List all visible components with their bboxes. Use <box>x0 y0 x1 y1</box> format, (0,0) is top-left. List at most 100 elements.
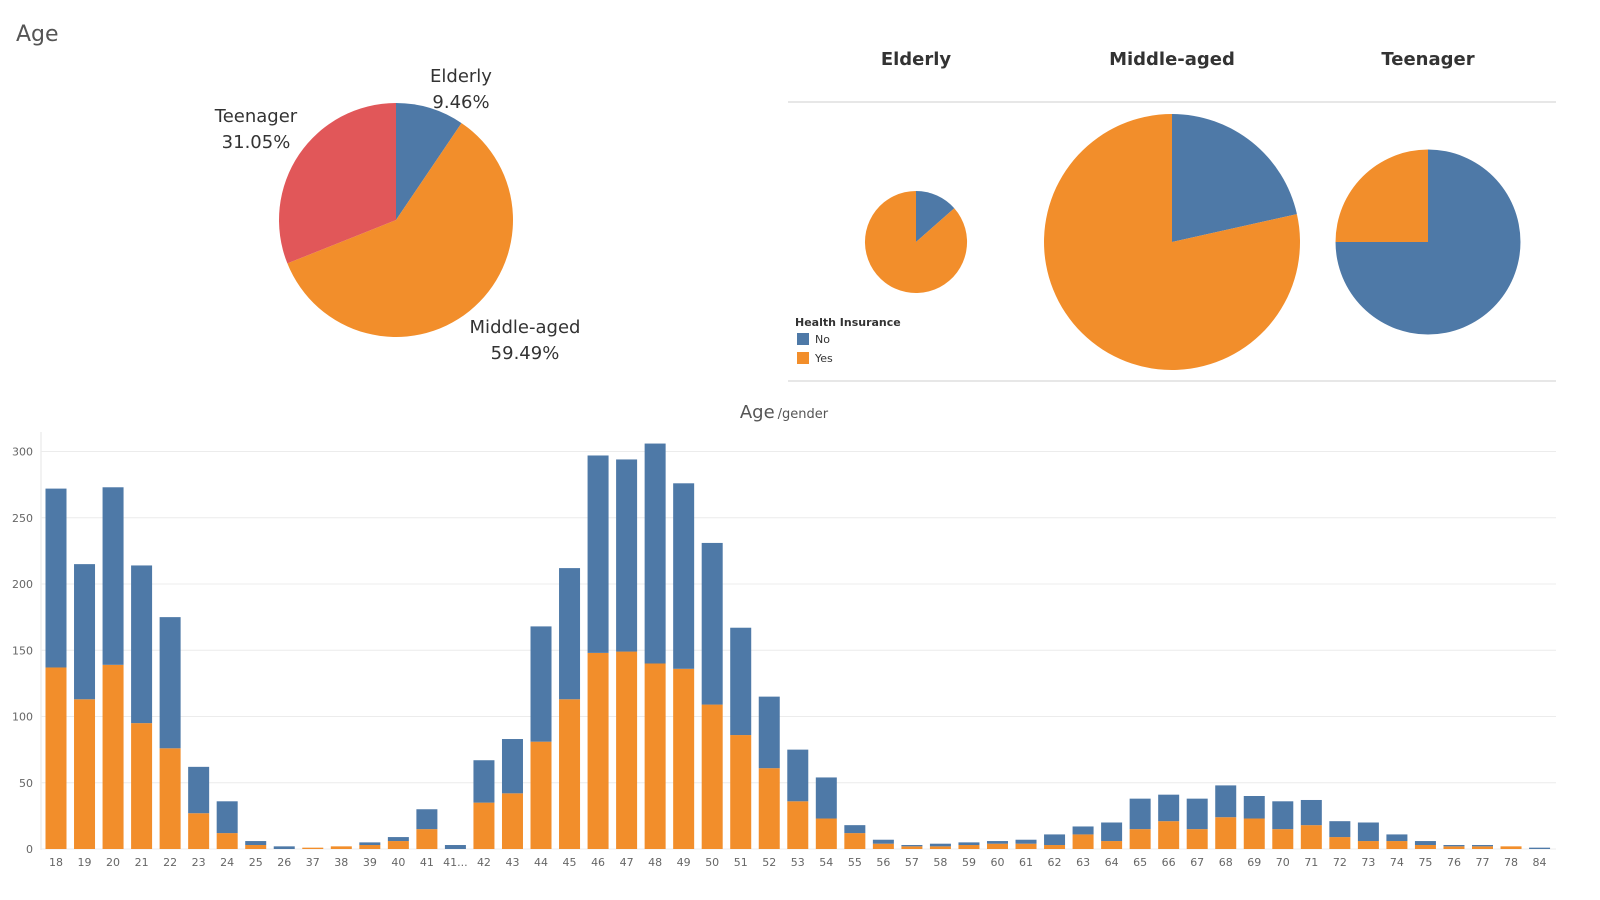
panel-slice-no-elderly <box>916 190 955 242</box>
bar-no-age-44 <box>530 626 552 742</box>
x-tick-label: 38 <box>334 856 348 869</box>
bar-no-age-61 <box>1015 839 1037 844</box>
x-tick-label: 62 <box>1048 856 1062 869</box>
x-tick-label: 60 <box>990 856 1004 869</box>
legend-label-yes: Yes <box>814 352 833 365</box>
bar-no-age-45 <box>559 568 581 700</box>
y-tick-label: 150 <box>12 644 33 657</box>
x-tick-label: 72 <box>1333 856 1347 869</box>
bar-no-age-55 <box>844 825 866 834</box>
bar-yes-age-51 <box>730 735 752 849</box>
x-tick-label: 78 <box>1504 856 1518 869</box>
x-tick-label: 20 <box>106 856 120 869</box>
x-tick-label: 58 <box>933 856 947 869</box>
bar-no-age-77 <box>1472 845 1493 847</box>
x-tick-label: 41 <box>420 856 434 869</box>
bar-no-age-39 <box>359 842 381 846</box>
bar-yes-age-39 <box>359 845 381 849</box>
bar-no-age-84 <box>1529 847 1551 849</box>
bar-no-age-41 <box>416 809 438 830</box>
bar-no-age-24 <box>216 801 238 834</box>
bar-yes-age-47 <box>616 651 638 849</box>
bar-no-age-49 <box>673 483 695 669</box>
x-tick-label: 75 <box>1418 856 1432 869</box>
x-tick-label: 67 <box>1190 856 1204 869</box>
bar-no-age-59 <box>958 842 980 846</box>
bar-no-age-69 <box>1243 796 1265 819</box>
bar-yes-age-64 <box>1101 841 1123 849</box>
x-tick-label: 48 <box>648 856 662 869</box>
x-tick-label: 49 <box>677 856 691 869</box>
x-tick-label: 61 <box>1019 856 1033 869</box>
bar-yes-age-74 <box>1386 841 1408 849</box>
x-tick-label: 47 <box>620 856 634 869</box>
bar-yes-age-58 <box>929 846 951 849</box>
x-tick-label: 22 <box>163 856 177 869</box>
x-tick-label: 43 <box>505 856 519 869</box>
x-tick-label: 71 <box>1304 856 1318 869</box>
bar-no-age-52 <box>758 696 780 769</box>
x-tick-label: 19 <box>78 856 92 869</box>
bar-no-age-58 <box>929 843 951 847</box>
x-tick-label: 84 <box>1533 856 1547 869</box>
bar-yes-age-46 <box>587 652 609 849</box>
bar-yes-age-44 <box>530 741 552 849</box>
bar-no-age-46 <box>587 455 609 653</box>
x-tick-label: 63 <box>1076 856 1090 869</box>
bar-no-age-18 <box>45 488 67 668</box>
pie-slice-teenager <box>278 103 396 264</box>
y-tick-label: 250 <box>12 512 33 525</box>
bar-yes-age-43 <box>501 793 523 849</box>
bar-chart-title: Age/gender <box>740 402 829 423</box>
bar-yes-age-25 <box>245 845 267 849</box>
bar-yes-age-21 <box>131 723 153 850</box>
bar-no-age-72 <box>1329 821 1351 838</box>
x-tick-label: 52 <box>762 856 776 869</box>
bar-yes-age-59 <box>958 845 980 849</box>
y-tick-label: 200 <box>12 578 33 591</box>
bar-no-age-73 <box>1357 822 1379 842</box>
pie-slice-elderly <box>396 103 462 220</box>
bar-no-age-43 <box>501 739 523 794</box>
bar-no-age-25 <box>245 841 267 846</box>
bar-chart-title-sub: /gender <box>778 407 829 422</box>
x-tick-label: 70 <box>1276 856 1290 869</box>
bar-no-age-70 <box>1272 801 1294 830</box>
x-tick-label: 45 <box>563 856 577 869</box>
bar-no-age-68 <box>1215 785 1237 818</box>
bar-yes-age-76 <box>1443 846 1465 849</box>
bar-no-age-53 <box>787 749 809 802</box>
bar-yes-age-38 <box>330 846 352 849</box>
bar-yes-age-75 <box>1414 845 1436 849</box>
bar-no-age-57 <box>901 845 923 847</box>
x-tick-label: 46 <box>591 856 605 869</box>
x-tick-label: 56 <box>876 856 890 869</box>
bar-yes-age-55 <box>844 833 866 849</box>
x-tick-label: 76 <box>1447 856 1461 869</box>
panel-slice-no-teenager <box>1335 149 1521 335</box>
x-tick-label: 59 <box>962 856 976 869</box>
pie-label-teenager: Teenager <box>214 106 298 127</box>
bar-yes-age-78 <box>1500 846 1522 849</box>
bar-yes-age-60 <box>986 843 1008 849</box>
panel-slice-yes-teenager <box>1335 149 1428 242</box>
bar-no-age-71 <box>1300 799 1322 826</box>
bar-yes-age-77 <box>1472 846 1493 849</box>
x-tick-label: 23 <box>192 856 206 869</box>
x-tick-label: 37 <box>306 856 320 869</box>
bar-no-age-60 <box>986 841 1008 844</box>
x-tick-label: 73 <box>1361 856 1375 869</box>
health-insurance-pie-panels: Elderly Middle-aged Teenager Health Insuran… <box>788 49 1556 382</box>
pie-percent-teenager: 31.05% <box>222 132 291 153</box>
x-tick-label: 40 <box>391 856 405 869</box>
bar-no-age-19 <box>74 564 96 700</box>
legend-swatch-no <box>797 333 809 345</box>
bar-no-age-22 <box>159 617 181 749</box>
bar-yes-age-49 <box>673 668 695 849</box>
bar-yes-age-68 <box>1215 817 1237 849</box>
bar-chart-title-main: Age <box>740 402 775 423</box>
bar-yes-age-56 <box>872 843 894 849</box>
bar-no-age-42 <box>473 760 495 803</box>
legend-title: Health Insurance <box>795 316 901 329</box>
bar-yes-age-52 <box>758 768 780 849</box>
